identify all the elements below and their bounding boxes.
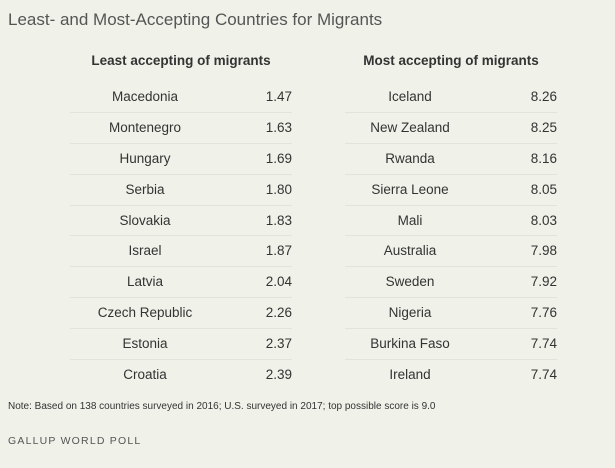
score: 2.37 — [265, 336, 292, 352]
table-right: Most accepting of migrants Iceland 8.26 Ne… — [345, 48, 557, 390]
table-row: Hungary 1.69 — [70, 144, 292, 175]
table-row: Czech Republic 2.26 — [70, 298, 292, 330]
table-row: Serbia 1.80 — [70, 175, 292, 206]
score: 7.74 — [530, 336, 557, 352]
country: Rwanda — [385, 150, 435, 166]
score: 8.16 — [530, 150, 557, 166]
score: 7.74 — [530, 367, 557, 383]
table-row: Macedonia 1.47 — [70, 82, 292, 113]
country: Sweden — [385, 274, 435, 290]
country: Mali — [397, 212, 423, 228]
table-row: Nigeria 7.76 — [345, 298, 557, 330]
table-row: New Zealand 8.25 — [345, 113, 557, 144]
country: Australia — [383, 243, 437, 259]
table-row: Burkina Faso 7.74 — [345, 329, 557, 361]
score: 7.92 — [530, 274, 557, 290]
column-header: Most accepting of migrants — [363, 53, 539, 68]
country: Burkina Faso — [370, 336, 450, 352]
table-row: Iceland 8.26 — [345, 82, 557, 113]
table-row: Croatia 2.39 — [70, 360, 292, 390]
country: Croatia — [123, 367, 167, 383]
table-row: Sweden 7.92 — [345, 267, 557, 299]
note: Note: Based on 138 countries surveyed in… — [8, 401, 436, 412]
table-row: Rwanda 8.16 — [345, 144, 557, 175]
score: 7.76 — [530, 305, 557, 321]
country: Sierra Leone — [371, 181, 449, 197]
country: Iceland — [388, 89, 432, 104]
country: Ireland — [389, 367, 431, 383]
country: Czech Republic — [97, 305, 193, 321]
score: 1.63 — [265, 119, 292, 135]
score: 8.26 — [530, 89, 557, 104]
score: 1.47 — [265, 89, 292, 104]
score: 1.80 — [265, 181, 292, 197]
table-left: Least accepting of migrants Macedonia 1.4… — [70, 48, 292, 390]
score: 7.98 — [530, 243, 557, 259]
country: Macedonia — [111, 89, 179, 104]
rows: Iceland 8.26 New Zealand 8.25 Rwanda 8.16 Sier… — [345, 82, 557, 390]
table-row: Israel 1.87 — [70, 236, 292, 268]
table-row: Montenegro 1.63 — [70, 113, 292, 144]
score: 2.26 — [265, 305, 292, 321]
score: 1.69 — [265, 150, 292, 166]
table-row: Sierra Leone 8.05 — [345, 175, 557, 206]
score: 1.87 — [265, 243, 292, 259]
table-row: Estonia 2.37 — [70, 329, 292, 361]
country: Slovakia — [119, 212, 171, 228]
table-row: Mali 8.03 — [345, 206, 557, 237]
title: Least- and Most-Accepting Countries for … — [8, 10, 383, 29]
score: 8.05 — [530, 181, 557, 197]
score: 2.39 — [265, 367, 292, 383]
country: New Zealand — [370, 119, 450, 135]
country: Montenegro — [108, 119, 182, 135]
country: Latvia — [126, 274, 164, 290]
rows: Macedonia 1.47 Montenegro 1.63 Hungary 1.69 Se… — [70, 82, 292, 390]
score: 8.25 — [530, 119, 557, 135]
country: Estonia — [122, 336, 168, 352]
score: 2.04 — [265, 274, 292, 290]
score: 8.03 — [530, 212, 557, 228]
column-header: Least accepting of migrants — [91, 53, 271, 68]
table-row: Latvia 2.04 — [70, 267, 292, 299]
table-row: Australia 7.98 — [345, 236, 557, 268]
score: 1.83 — [265, 212, 292, 228]
country: Serbia — [125, 181, 165, 197]
country: Nigeria — [388, 305, 432, 321]
country: Israel — [128, 243, 162, 259]
source: GALLUP WORLD POLL — [8, 435, 142, 447]
country: Hungary — [119, 150, 171, 166]
table-row: Slovakia 1.83 — [70, 206, 292, 237]
table-row: Ireland 7.74 — [345, 360, 557, 390]
